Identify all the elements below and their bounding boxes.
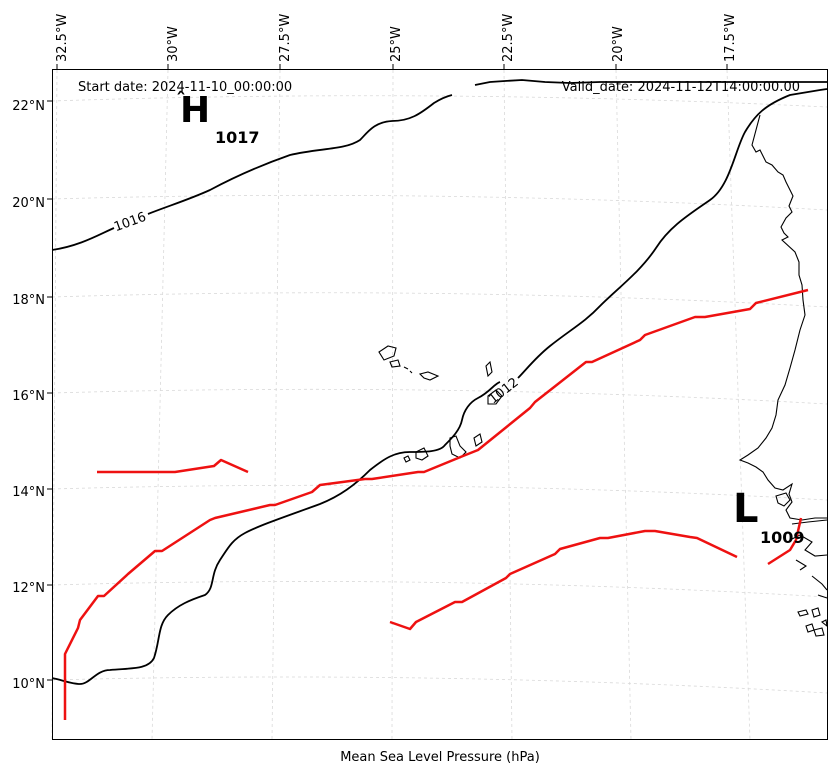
- lat-label-22n: 22°N: [12, 99, 45, 114]
- cape-verde-santa-luzia: [403, 366, 413, 374]
- cape-verde-boa-vista: [487, 389, 503, 405]
- low-pressure-letter: L: [733, 486, 759, 532]
- cape-verde-brava: [403, 455, 411, 463]
- lon-label-25w: 25°W: [389, 26, 404, 62]
- lon-label-20w: 20°W: [611, 26, 626, 62]
- graticule: [51, 69, 828, 741]
- cape-verde-santo-antao: [378, 345, 397, 361]
- trough-south: [389, 529, 738, 631]
- lat-label-12n: 12°N: [12, 581, 45, 596]
- high-pressure-symbol-mark: ˆ: [176, 88, 186, 112]
- lon-label-27-5w: 27.5°W: [278, 14, 293, 62]
- isobar-1012: [51, 88, 828, 685]
- lat-label-18n: 18°N: [12, 293, 45, 308]
- longitude-labels: 32.5°W 30°W 27.5°W 25°W 22.5°W 20°W 17.5…: [55, 14, 738, 62]
- x-axis-label: Mean Sea Level Pressure (hPa): [340, 750, 540, 765]
- valid-date: Valid_date: 2024-11-12T14:00:00.00: [562, 80, 800, 95]
- lon-label-22-5w: 22.5°W: [501, 14, 516, 62]
- cape-verde-sal: [485, 360, 493, 378]
- parallel-14n: [51, 484, 828, 501]
- latitude-labels: 22°N 20°N 18°N 16°N 14°N 12°N 10°N: [12, 99, 45, 692]
- parallel-20n: [51, 194, 828, 211]
- trough-coast: [767, 517, 803, 566]
- parallel-22n: [51, 95, 828, 108]
- meridian-20w: [615, 69, 632, 741]
- lon-label-32-5w: 32.5°W: [55, 14, 70, 62]
- lon-label-30w: 30°W: [166, 26, 181, 62]
- gambia-estuary: [791, 519, 828, 525]
- trough-lines: [63, 288, 809, 720]
- isobar-1016: [51, 79, 827, 251]
- cape-verde-maio: [473, 433, 483, 447]
- lat-label-16n: 16°N: [12, 389, 45, 404]
- isobars: [51, 79, 828, 685]
- lat-label-10n: 10°N: [12, 677, 45, 692]
- parallel-16n: [51, 388, 828, 405]
- meridian-22-5w: [503, 69, 513, 741]
- left-ticks: [47, 100, 52, 681]
- meridian-25w: [391, 69, 394, 741]
- meridian-30w: [151, 69, 169, 741]
- high-pressure-value: 1017: [215, 128, 260, 147]
- guinea-bissau-coast: [789, 534, 828, 599]
- coast-lower-island: [775, 492, 791, 507]
- high-pressure-letter: H: [180, 90, 210, 131]
- lat-label-14n: 14°N: [12, 485, 45, 500]
- lat-label-20n: 20°N: [12, 196, 45, 211]
- top-ticks: [56, 64, 728, 69]
- parallel-10n: [51, 676, 828, 694]
- trough-west-short: [97, 458, 249, 474]
- parallel-12n: [51, 581, 828, 598]
- isobar-label-1016: 1016: [112, 210, 148, 235]
- axis-ticks: [47, 64, 728, 681]
- parallel-18n: [51, 292, 828, 308]
- trough-main: [63, 288, 809, 720]
- cape-verde-sao-vicente: [389, 359, 401, 368]
- isobar-label-1012: 1012: [486, 375, 521, 407]
- coastline: [378, 114, 828, 637]
- low-pressure-value: 1009: [760, 528, 805, 547]
- meridian-17-5w: [726, 69, 751, 741]
- cape-verde-sao-nicolau: [418, 371, 440, 381]
- meridian-27-5w: [271, 69, 281, 741]
- map-frame: [52, 69, 828, 740]
- west-africa-coast: [738, 114, 827, 521]
- lon-label-17-5w: 17.5°W: [723, 14, 738, 62]
- cape-verde-fogo: [415, 447, 429, 461]
- start-date: Start date: 2024-11-10_00:00:00: [78, 80, 292, 95]
- bijagos-islands: [797, 607, 828, 637]
